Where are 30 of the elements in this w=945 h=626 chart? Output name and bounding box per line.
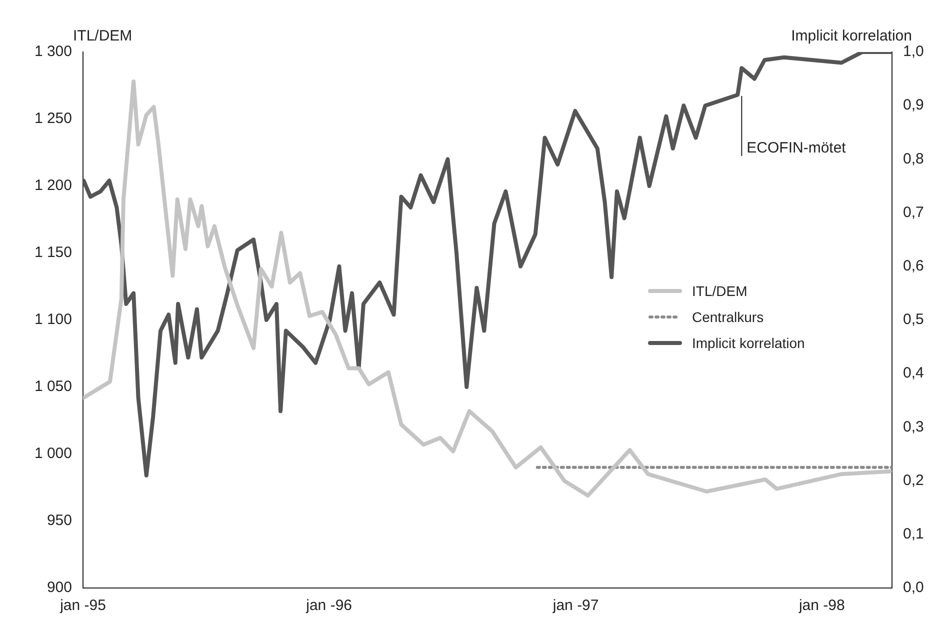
y-tick-label: 1 100 [34, 311, 72, 328]
y-tick-label: 1 050 [34, 378, 72, 396]
y2-tick-label: 0,1 [903, 526, 924, 543]
y-tick-label: 1 000 [34, 445, 72, 462]
y2-axis-title: Implicit korrelation [791, 28, 912, 45]
y2-tick-label: 0,8 [903, 150, 924, 168]
y-tick-label: 1 200 [34, 177, 72, 194]
x-tick-label: jan -95 [59, 597, 106, 614]
y-tick-label: 1 300 [34, 43, 72, 60]
y2-tick-label: 0,6 [903, 258, 924, 275]
y2-tick-label: 0,5 [903, 311, 924, 328]
x-tick-label: jan -98 [798, 597, 845, 614]
legend-label: Implicit korrelation [692, 335, 805, 351]
y2-tick-label: 0,9 [903, 96, 924, 114]
x-tick-label: jan -96 [305, 597, 352, 614]
ref-line-label: ECOFIN-mötet [746, 140, 847, 157]
y-tick-label: 1 150 [34, 244, 72, 262]
y2-tick-label: 0,3 [903, 418, 924, 436]
y2-tick-label: 0,4 [903, 364, 924, 382]
legend-label: Centralkurs [692, 309, 764, 325]
y2-tick-label: 1,0 [903, 43, 924, 60]
y-tick-label: 1 250 [34, 110, 72, 128]
y-tick-label: 950 [46, 512, 72, 530]
x-tick-label: jan -97 [552, 597, 599, 614]
y2-tick-label: 0,7 [903, 204, 924, 221]
y2-tick-label: 0,0 [903, 579, 924, 596]
legend-label: ITL/DEM [692, 283, 748, 299]
y2-tick-label: 0,2 [903, 472, 924, 489]
y-tick-label: 900 [46, 579, 72, 596]
y-axis-title: ITL/DEM [73, 28, 132, 45]
